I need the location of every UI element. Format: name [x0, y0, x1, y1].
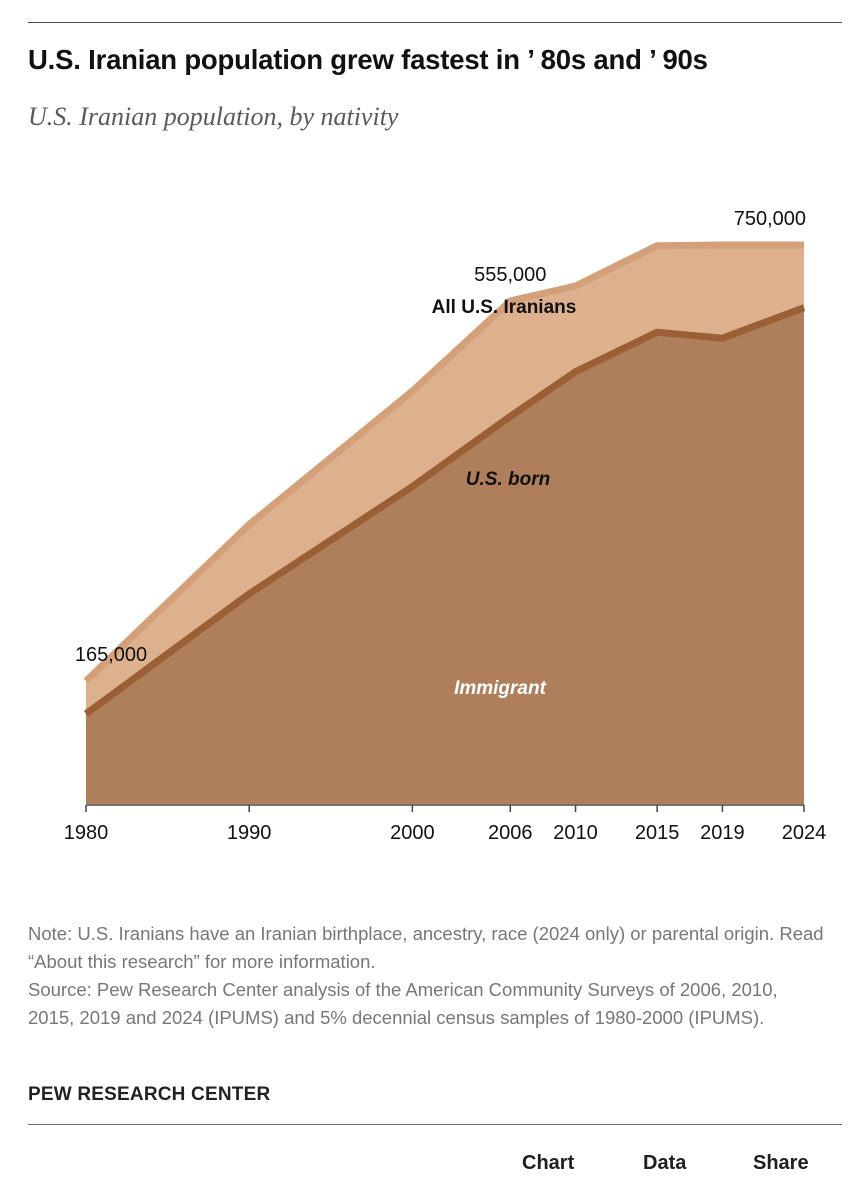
- series-label-immigrant: Immigrant: [454, 678, 547, 699]
- top-rule: [28, 22, 842, 23]
- bottom-rule: [28, 1124, 842, 1125]
- series-label-us-born: U.S. born: [466, 469, 550, 490]
- line-all-us-iranians: [83, 241, 804, 684]
- value-annotations: 165,000 555,000 750,000: [75, 208, 806, 666]
- annotation-2024: 750,000: [734, 208, 806, 230]
- annotation-1980: 165,000: [75, 644, 147, 666]
- area-immigrant: [86, 307, 804, 804]
- tab-share[interactable]: Share: [753, 1152, 809, 1174]
- annotation-2006: 555,000: [474, 264, 546, 286]
- x-axis-ticks: 1980 1990 2000 2006 2010 2015 2019 2024: [64, 805, 827, 844]
- source-text: Source: Pew Research Center analysis of …: [28, 979, 778, 1028]
- line-immigrant: [83, 304, 806, 717]
- area-chart: 1980 1990 2000 2006 2010 2015 2019 2024 165,000…: [64, 208, 827, 844]
- x-tick-label-2015: 2015: [635, 822, 680, 844]
- tab-data[interactable]: Data: [643, 1152, 687, 1174]
- pew-research-center-logo: PEW RESEARCH CENTER: [28, 1084, 271, 1105]
- x-tick-label-2019: 2019: [700, 822, 745, 844]
- chart-subtitle: U.S. Iranian population, by nativity: [28, 102, 399, 131]
- series-label-all-us-iranians: All U.S. Iranians: [432, 297, 577, 318]
- chart-title: U.S. Iranian population grew fastest in …: [28, 44, 708, 75]
- x-tick-label-2000: 2000: [390, 822, 435, 844]
- x-tick-label-2006: 2006: [488, 822, 533, 844]
- x-tick-label-1990: 1990: [227, 822, 272, 844]
- x-tick-label-2010: 2010: [553, 822, 598, 844]
- note-text: Note: U.S. Iranians have an Iranian birt…: [28, 923, 824, 972]
- tab-chart[interactable]: Chart: [522, 1152, 575, 1174]
- chart-notes: Note: U.S. Iranians have an Iranian birt…: [28, 920, 828, 1032]
- x-tick-label-1980: 1980: [64, 822, 109, 844]
- x-tick-label-2024: 2024: [782, 822, 827, 844]
